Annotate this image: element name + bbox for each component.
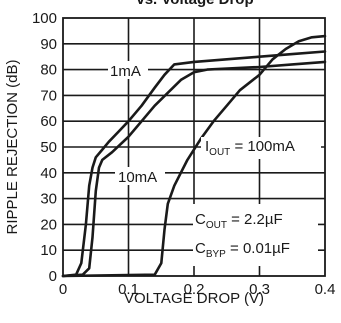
y-tick-label: 100 [32,10,57,27]
plot-frame [62,17,326,277]
label-cout: COUT = 2.2µF [195,211,283,231]
x-tick-label: 0.1 [118,281,139,298]
y-tick-label: 90 [40,36,57,53]
y-tick-label: 50 [40,139,57,156]
label-iout: IOUT = 100mA [205,138,295,158]
y-tick-label: 70 [40,87,57,104]
y-tick-label: 0 [49,268,57,285]
chart-title: vs. Voltage Drop [136,0,253,8]
label-cbyp: CBYP = 0.01µF [195,240,290,260]
label-1ma-bg [108,61,148,79]
y-tick-label: 80 [40,62,57,79]
series-line-1 [61,60,327,278]
label-10ma-bg [115,167,165,185]
series-group [61,34,327,278]
label-1ma: 1mA [110,63,141,80]
x-tick-label: 0.2 [184,281,205,298]
x-tick-label: 0.3 [249,281,270,298]
x-tick-label: 0 [59,281,67,298]
label-iout-bg [201,137,321,159]
label-10ma: 10mA [118,169,157,186]
y-tick-label: 30 [40,191,57,208]
y-tick-label: 20 [40,216,57,233]
y-axis-label: RIPPLE REJECTION (dB) [4,59,21,234]
y-tick-label: 60 [40,113,57,130]
x-tick-label: 0.4 [315,281,336,298]
x-axis-label: VOLTAGE DROP (V) [124,290,264,307]
series-line-0 [61,50,327,278]
label-caps-bg [193,204,318,266]
y-tick-labels: 0 10 20 30 40 50 60 70 80 90 100 [32,10,57,285]
series-line-2 [61,34,327,278]
y-tick-label: 40 [40,165,57,182]
y-tick-label: 10 [40,242,57,259]
x-tick-labels: 0 0.1 0.2 0.3 0.4 [59,281,336,298]
